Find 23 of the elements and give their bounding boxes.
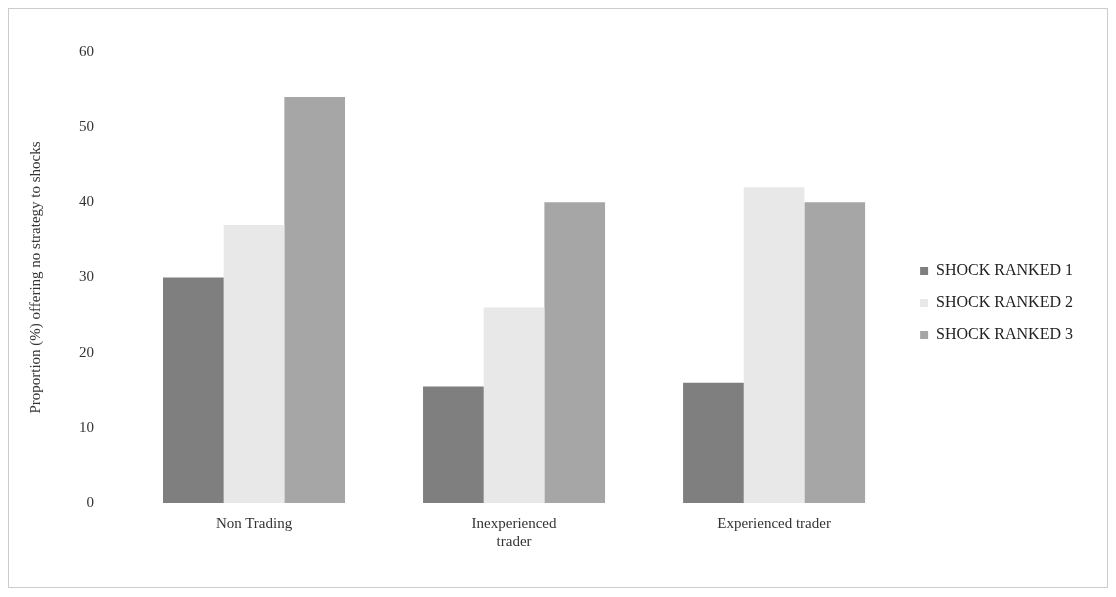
legend-label: SHOCK RANKED 2 [936,293,1074,311]
y-tick-label: 50 [79,118,94,135]
legend-label: SHOCK RANKED 3 [936,325,1074,343]
bar [223,224,285,503]
bar [683,382,744,503]
bar [483,307,545,503]
legend-label: SHOCK RANKED 1 [936,261,1074,279]
x-tick-label: Inexperienced trader [471,514,558,549]
bar [163,277,224,503]
bar [804,202,866,503]
bar [423,386,484,503]
x-tick-label: Non Trading [215,514,293,531]
bar [284,97,346,503]
bar [743,187,805,503]
y-tick-label: 30 [79,268,94,285]
y-tick-label: 10 [79,418,94,435]
y-tick-label: 40 [79,193,94,210]
y-axis-title: Proportion (%) offering no strategy to shocks [26,141,44,414]
y-tick-label: 60 [79,42,94,59]
x-tick-label: Experienced trader [717,514,831,531]
y-tick-label: 0 [86,493,94,510]
bar [544,202,606,503]
y-tick-label: 20 [79,343,94,360]
